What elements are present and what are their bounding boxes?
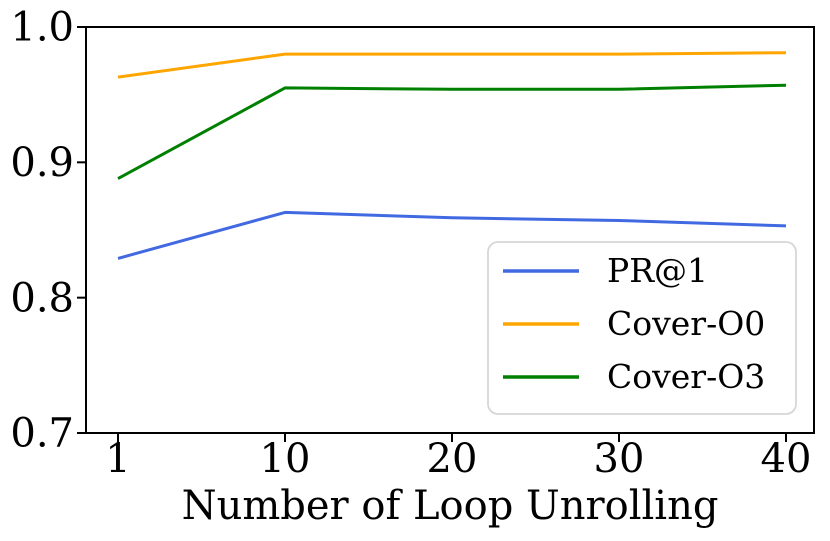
legend-label-cover-o3: Cover-O3 <box>607 357 765 396</box>
y-axis-tick-label: 1.0 <box>10 5 74 51</box>
x-axis-tick-label: 20 <box>427 436 478 482</box>
legend-label-pr-1: PR@1 <box>607 251 708 290</box>
legend-box <box>487 241 797 415</box>
y-axis-tick-label: 0.7 <box>10 411 74 457</box>
y-axis-tick-label: 0.9 <box>10 140 74 186</box>
x-axis-tick-label: 1 <box>105 436 130 482</box>
x-axis-tick-label: 30 <box>594 436 645 482</box>
y-axis-tick-label: 0.8 <box>10 275 74 321</box>
series-line-pr-1 <box>117 210 787 260</box>
x-axis-title: Number of Loop Unrolling <box>182 483 719 529</box>
x-axis-tick-label: 40 <box>761 436 812 482</box>
legend: PR@1 Cover-O0 Cover-O3 <box>487 241 797 415</box>
series-line-cover-o0 <box>117 51 787 79</box>
plot-area-border <box>85 26 815 434</box>
x-axis-tick-label: 10 <box>260 436 311 482</box>
legend-label-cover-o0: Cover-O0 <box>607 304 765 343</box>
series-line-cover-o3 <box>117 83 787 180</box>
